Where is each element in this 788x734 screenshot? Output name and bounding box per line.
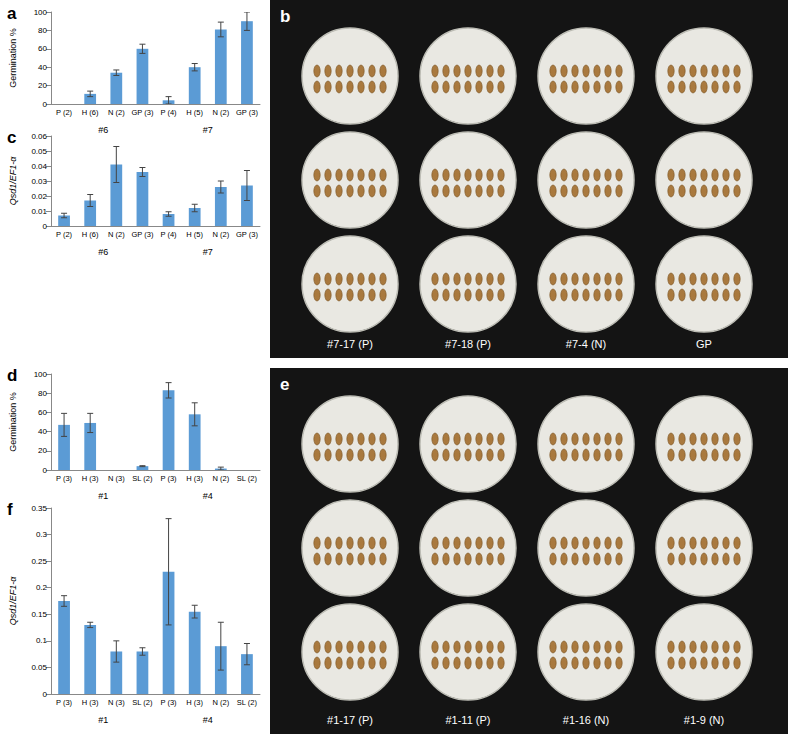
svg-text:H (5): H (5) xyxy=(186,108,203,117)
svg-text:0.05: 0.05 xyxy=(31,147,47,156)
svg-text:Qsd1/EF1-α: Qsd1/EF1-α xyxy=(8,576,18,626)
svg-text:100: 100 xyxy=(34,370,48,379)
svg-text:SL (2): SL (2) xyxy=(132,698,153,707)
svg-text:0.1: 0.1 xyxy=(36,636,48,645)
svg-text:0.25: 0.25 xyxy=(31,557,47,566)
svg-text:0: 0 xyxy=(43,690,48,699)
svg-text:#7-18 (P): #7-18 (P) xyxy=(445,338,491,350)
svg-text:#7-4 (N): #7-4 (N) xyxy=(566,338,606,350)
svg-text:0.3: 0.3 xyxy=(36,530,48,539)
svg-text:0.04: 0.04 xyxy=(31,162,47,171)
svg-text:80: 80 xyxy=(38,26,47,35)
svg-text:H (3): H (3) xyxy=(186,474,203,483)
svg-text:f: f xyxy=(7,500,13,519)
svg-text:P (2): P (2) xyxy=(56,108,73,117)
svg-text:N (2): N (2) xyxy=(212,230,229,239)
svg-text:P (4): P (4) xyxy=(161,230,178,239)
svg-text:H (5): H (5) xyxy=(186,230,203,239)
svg-text:0.06: 0.06 xyxy=(31,132,47,141)
svg-text:#7: #7 xyxy=(203,247,213,257)
svg-text:SL (2): SL (2) xyxy=(237,474,258,483)
svg-text:H (3): H (3) xyxy=(82,698,99,707)
svg-text:GP (3): GP (3) xyxy=(236,108,258,117)
svg-text:#4: #4 xyxy=(203,491,213,501)
svg-text:Germination %: Germination % xyxy=(8,28,18,88)
svg-text:20: 20 xyxy=(38,81,47,90)
svg-text:H (3): H (3) xyxy=(82,474,99,483)
svg-text:#6: #6 xyxy=(98,247,108,257)
svg-text:d: d xyxy=(7,366,17,385)
svg-text:H (3): H (3) xyxy=(186,698,203,707)
svg-text:e: e xyxy=(280,375,289,394)
svg-text:#1-9 (N): #1-9 (N) xyxy=(684,714,724,726)
svg-text:GP (3): GP (3) xyxy=(131,230,153,239)
svg-text:Germination %: Germination % xyxy=(8,392,18,452)
svg-text:P (3): P (3) xyxy=(161,474,178,483)
svg-text:#7-17 (P): #7-17 (P) xyxy=(327,338,373,350)
svg-text:SL (2): SL (2) xyxy=(237,698,258,707)
svg-text:0.05: 0.05 xyxy=(31,663,47,672)
svg-text:H (6): H (6) xyxy=(82,230,99,239)
svg-text:0.15: 0.15 xyxy=(31,610,47,619)
svg-text:b: b xyxy=(280,7,290,26)
svg-text:0.2: 0.2 xyxy=(36,583,48,592)
svg-text:P (4): P (4) xyxy=(161,108,178,117)
svg-text:0: 0 xyxy=(43,222,48,231)
svg-text:N (2): N (2) xyxy=(212,698,229,707)
svg-text:c: c xyxy=(7,128,16,147)
svg-text:N (2): N (2) xyxy=(212,108,229,117)
svg-text:60: 60 xyxy=(38,44,47,53)
svg-text:GP (3): GP (3) xyxy=(236,230,258,239)
svg-text:60: 60 xyxy=(38,408,47,417)
svg-text:#1: #1 xyxy=(98,715,108,725)
svg-text:N (3): N (3) xyxy=(108,698,125,707)
svg-text:#7: #7 xyxy=(203,125,213,135)
svg-text:P (2): P (2) xyxy=(56,230,73,239)
svg-text:P (3): P (3) xyxy=(161,698,178,707)
svg-text:N (3): N (3) xyxy=(108,474,125,483)
svg-text:Qsd1/EF1-α: Qsd1/EF1-α xyxy=(8,156,18,206)
svg-text:#1-11 (P): #1-11 (P) xyxy=(445,714,490,726)
svg-text:0.01: 0.01 xyxy=(31,207,47,216)
svg-text:P (3): P (3) xyxy=(56,698,73,707)
svg-text:0: 0 xyxy=(43,466,48,475)
svg-text:GP: GP xyxy=(696,338,712,350)
svg-text:0.03: 0.03 xyxy=(31,177,47,186)
svg-text:N (2): N (2) xyxy=(108,230,125,239)
svg-text:40: 40 xyxy=(38,63,47,72)
svg-text:0.02: 0.02 xyxy=(31,192,47,201)
svg-text:#4: #4 xyxy=(203,715,213,725)
svg-text:0: 0 xyxy=(43,100,48,109)
svg-text:H (6): H (6) xyxy=(82,108,99,117)
svg-text:GP (3): GP (3) xyxy=(131,108,153,117)
svg-text:#1-17 (P): #1-17 (P) xyxy=(327,714,373,726)
svg-text:P (3): P (3) xyxy=(56,474,73,483)
svg-text:100: 100 xyxy=(34,8,48,17)
svg-text:SL (2): SL (2) xyxy=(132,474,153,483)
svg-text:a: a xyxy=(7,4,17,23)
svg-text:N (2): N (2) xyxy=(108,108,125,117)
svg-text:40: 40 xyxy=(38,427,47,436)
svg-text:#6: #6 xyxy=(98,125,108,135)
svg-text:#1: #1 xyxy=(98,491,108,501)
svg-text:20: 20 xyxy=(38,446,47,455)
svg-text:#1-16 (N): #1-16 (N) xyxy=(563,714,609,726)
svg-text:0.35: 0.35 xyxy=(31,504,47,513)
svg-text:80: 80 xyxy=(38,389,47,398)
svg-text:N (2): N (2) xyxy=(212,474,229,483)
